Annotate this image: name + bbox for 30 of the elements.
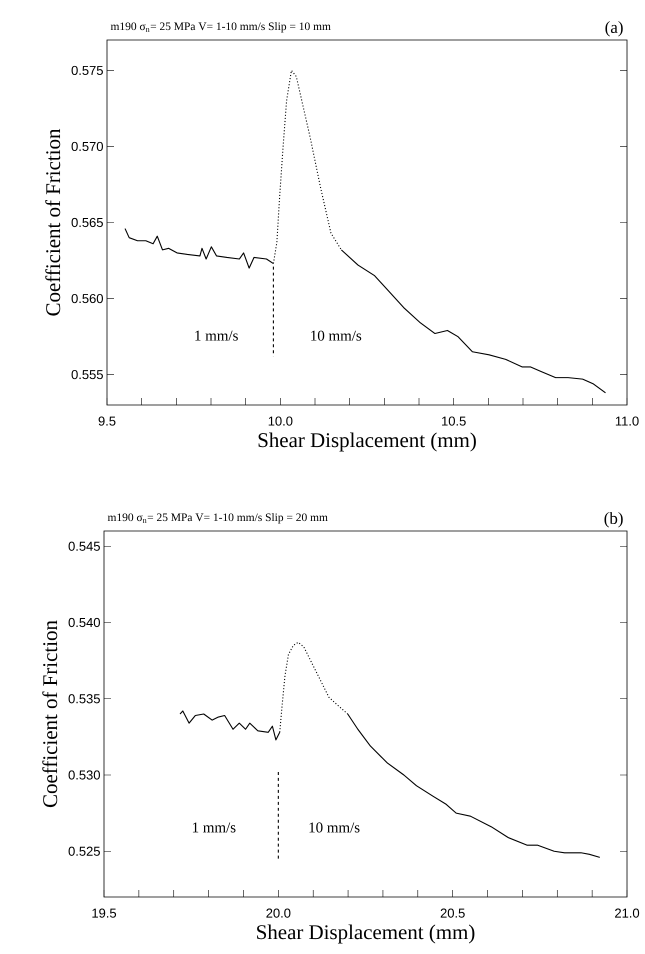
x-tick-label: 20.0 (266, 908, 290, 918)
x-tick-label: 10.0 (268, 416, 292, 426)
y-tick-label: 0.525 (68, 846, 100, 856)
x-tick-label: 19.5 (92, 908, 116, 918)
x-tick-label: 9.5 (98, 416, 116, 426)
y-tick-label: 0.540 (68, 618, 100, 628)
text: (a) (605, 21, 623, 36)
chart-title: m190 σ$_{n}$= 25 MPa V= 1-10 mm/s Slip = 10 mm (110, 22, 331, 32)
y-tick-label: 0.555 (72, 370, 103, 380)
y-axis-title: Coefficient of Friction (45, 128, 60, 316)
chart-title: m190 σ$_{n}$= 25 MPa V= 1-10 mm/s Slip = 20 mm (108, 513, 328, 524)
y-tick-label: 0.560 (72, 294, 103, 304)
x-tick-label: 20.5 (440, 908, 465, 918)
y-tick-label: 0.570 (72, 142, 103, 152)
x-tick-label: 10.5 (442, 416, 466, 426)
x-tick-label: 11.0 (616, 416, 639, 426)
y-tick-label: 0.535 (68, 694, 100, 704)
x-tick-label: 21.0 (615, 908, 640, 918)
y-tick-label: 0.565 (72, 218, 103, 228)
x-axis-title: Shear Displacement (mm) (257, 924, 474, 944)
y-tick-label: 0.545 (68, 542, 100, 551)
text: (b) (604, 512, 623, 528)
annotation: 1 mm/s (192, 822, 236, 832)
x-axis-title: Shear Displacement (mm) (258, 432, 476, 452)
annotation: 1 mm/s (195, 330, 238, 341)
annotation: 10 mm/s (309, 822, 360, 832)
annotation: 10 mm/s (311, 330, 362, 341)
y-tick-label: 0.530 (68, 770, 100, 780)
y-axis-title: Coefficient of Friction (42, 620, 58, 808)
y-tick-label: 0.575 (72, 66, 103, 75)
